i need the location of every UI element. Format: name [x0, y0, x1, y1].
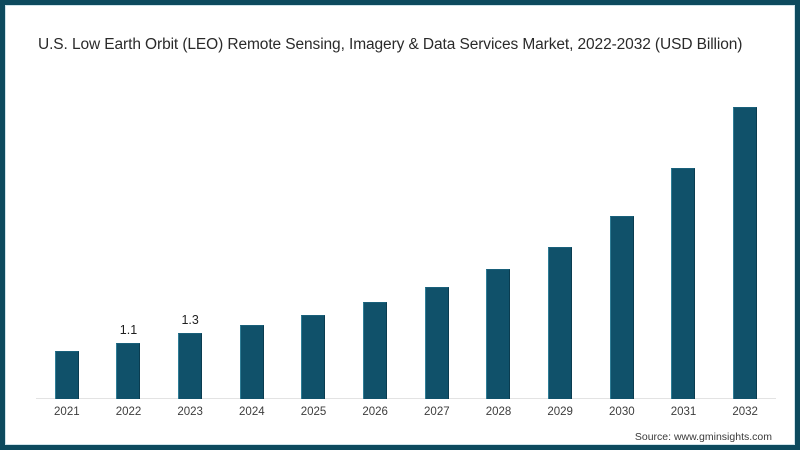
bar-2024[interactable]: [239, 325, 264, 399]
bar-slot: [36, 84, 98, 399]
x-tick-2025: 2025: [300, 406, 327, 418]
bar-slot: [221, 84, 283, 399]
bar-slot: 1.3: [159, 84, 221, 399]
x-axis-line: [36, 398, 776, 399]
bar-2022[interactable]: [116, 343, 141, 399]
bar-slot: [653, 84, 715, 399]
x-tick-2029: 2029: [547, 406, 573, 418]
x-tick-2031: 2031: [670, 406, 697, 418]
bar-2028[interactable]: [486, 269, 511, 399]
bar-slot: [283, 84, 345, 399]
bar-2027[interactable]: [424, 287, 449, 399]
bar-2031[interactable]: [671, 167, 696, 399]
bar-2032[interactable]: [733, 106, 758, 399]
bar-slot: [468, 84, 530, 399]
x-tick-2026: 2026: [362, 406, 388, 418]
bar-slot: [344, 84, 406, 399]
bar-slot: 1.1: [98, 84, 160, 399]
x-tick-2023: 2023: [177, 406, 203, 418]
x-tick-2022: 2022: [115, 406, 142, 418]
x-tick-2030: 2030: [609, 406, 635, 418]
chart-title: U.S. Low Earth Orbit (LEO) Remote Sensin…: [38, 36, 743, 53]
bar-2021[interactable]: [54, 350, 79, 399]
bar-2026[interactable]: [363, 302, 388, 399]
bar-2030[interactable]: [609, 216, 634, 399]
bar-value-label-2022: 1.1: [119, 323, 138, 338]
x-tick-2027: 2027: [424, 406, 450, 418]
bar-2023[interactable]: [178, 332, 203, 399]
bar-slot: [714, 84, 776, 399]
bar-2025[interactable]: [301, 315, 326, 399]
bar-slot: [406, 84, 468, 399]
bar-slot: [591, 84, 653, 399]
source-note: Source: www.gminsights.com: [634, 431, 772, 443]
bar-slot: [529, 84, 591, 399]
x-tick-2024: 2024: [239, 406, 265, 418]
plot-area: 1.1 1.3: [36, 84, 776, 399]
x-tick-2032: 2032: [732, 406, 758, 418]
bar-value-label-2023: 1.3: [181, 312, 199, 327]
x-tick-2028: 2028: [485, 406, 512, 418]
chart-inner-frame: U.S. Low Earth Orbit (LEO) Remote Sensin…: [5, 5, 795, 445]
bar-2029[interactable]: [548, 246, 573, 399]
x-tick-2021: 2021: [54, 406, 80, 418]
